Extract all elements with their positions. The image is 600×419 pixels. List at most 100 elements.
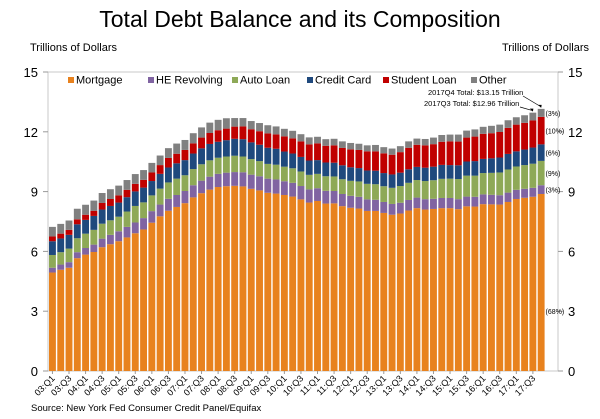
bar-segment-auto-loan — [322, 176, 330, 191]
total-annotation: 2017Q4 Total: $13.15 Trillion — [428, 88, 523, 97]
bar-segment-auto-loan — [363, 183, 371, 200]
bar-segment-auto-loan — [529, 163, 537, 188]
bar-segment-other — [471, 129, 479, 137]
share-label: (3%) — [546, 111, 561, 118]
bar-segment-other — [479, 126, 487, 134]
bar-segment-mortgage — [438, 208, 446, 371]
bar-segment-he-revolving — [363, 199, 371, 211]
bar-segment-credit-card — [372, 170, 379, 185]
bar-segment-he-revolving — [454, 199, 462, 210]
bar-segment-other — [521, 115, 529, 123]
bar-segment-student-loan — [314, 143, 321, 161]
bar-segment-student-loan — [65, 229, 73, 235]
bar-segment-credit-card — [330, 162, 338, 177]
bar-segment-other — [280, 128, 288, 137]
bar-segment-he-revolving — [297, 186, 305, 200]
share-label: (6%) — [546, 151, 561, 158]
bar-segment-auto-loan — [479, 173, 487, 195]
bar-segment-he-revolving — [388, 203, 396, 215]
bar-segment-auto-loan — [156, 188, 164, 205]
bar-segment-auto-loan — [504, 169, 512, 193]
bar-segment-other — [405, 141, 413, 148]
bar-segment-auto-loan — [272, 164, 280, 180]
bar-segment-he-revolving — [314, 188, 321, 201]
bar-segment-student-loan — [272, 134, 280, 149]
bar-segment-other — [380, 147, 388, 154]
bar-segment-credit-card — [430, 166, 437, 181]
bar-segment-mortgage — [338, 206, 346, 371]
bar-segment-credit-card — [529, 147, 537, 164]
bar-segment-credit-card — [181, 160, 189, 176]
bar-segment-mortgage — [214, 187, 222, 371]
bar-segment-other — [314, 136, 321, 144]
bar-segment-other — [206, 122, 214, 133]
legend-label: Student Loan — [391, 75, 456, 87]
bar-segment-credit-card — [405, 169, 413, 183]
bar-segment-student-loan — [504, 127, 512, 154]
bar-segment-auto-loan — [123, 211, 131, 227]
bar-segment-credit-card — [305, 160, 313, 175]
bar-segment-student-loan — [57, 233, 65, 239]
legend-swatch — [148, 77, 154, 83]
bar-segment-credit-card — [189, 153, 197, 170]
bar-segment-other — [189, 133, 197, 144]
bar-segment-other — [148, 162, 156, 173]
bar-segment-he-revolving — [421, 199, 429, 210]
bar-segment-credit-card — [206, 143, 214, 161]
bar-segment-student-loan — [488, 133, 495, 159]
bar-segment-credit-card — [57, 238, 65, 253]
bar-segment-other — [90, 200, 98, 211]
bar-segment-other — [73, 208, 81, 220]
bar-segment-he-revolving — [98, 238, 106, 248]
bar-segment-auto-loan — [305, 174, 313, 190]
bar-segment-student-loan — [256, 131, 263, 145]
bar-segment-student-loan — [297, 141, 305, 157]
bar-segment-auto-loan — [73, 238, 81, 253]
bar-segment-he-revolving — [173, 194, 181, 207]
legend-label: Auto Loan — [240, 75, 290, 87]
bar-segment-student-loan — [173, 153, 181, 164]
bar-segment-student-loan — [115, 195, 123, 203]
bar-segment-auto-loan — [297, 171, 305, 187]
share-label: (9%) — [546, 171, 561, 178]
bar-segment-other — [214, 119, 222, 131]
bar-segment-he-revolving — [115, 231, 123, 242]
bar-segment-credit-card — [504, 153, 512, 170]
bar-segment-student-loan — [148, 172, 156, 182]
bar-segment-student-loan — [98, 202, 106, 210]
bar-segment-mortgage — [471, 206, 479, 371]
bar-segment-he-revolving — [222, 172, 230, 187]
bar-segment-auto-loan — [338, 179, 346, 194]
bar-segment-he-revolving — [430, 198, 437, 209]
bar-segment-mortgage — [463, 206, 471, 371]
bar-segment-mortgage — [305, 202, 313, 371]
bar-segment-auto-loan — [148, 195, 156, 212]
bar-segment-other — [272, 126, 280, 135]
bar-segment-mortgage — [181, 203, 189, 371]
bar-segment-other — [322, 139, 330, 146]
bar-segment-mortgage — [297, 199, 305, 371]
bar-segment-mortgage — [479, 204, 487, 371]
bar-segment-other — [106, 189, 114, 199]
bar-segment-credit-card — [438, 164, 446, 179]
bar-segment-credit-card — [488, 158, 495, 173]
bar-segment-student-loan — [363, 151, 371, 171]
bar-segment-other — [529, 112, 537, 121]
bar-segment-he-revolving — [463, 196, 471, 207]
bar-segment-mortgage — [239, 186, 247, 371]
bar-segment-auto-loan — [264, 163, 272, 179]
bar-segment-auto-loan — [355, 181, 363, 197]
left-axis-title: Trillions of Dollars — [30, 42, 118, 54]
bar-segment-other — [430, 137, 437, 145]
bar-segment-mortgage — [106, 244, 114, 371]
bar-segment-credit-card — [49, 241, 56, 255]
bar-segment-other — [537, 108, 545, 117]
bar-segment-mortgage — [264, 192, 272, 371]
bar-segment-auto-loan — [239, 156, 247, 173]
bar-segment-he-revolving — [488, 194, 495, 205]
bar-segment-student-loan — [189, 143, 197, 154]
bar-segment-student-loan — [463, 137, 471, 162]
bar-segment-mortgage — [330, 203, 338, 371]
bar-segment-credit-card — [140, 187, 147, 203]
